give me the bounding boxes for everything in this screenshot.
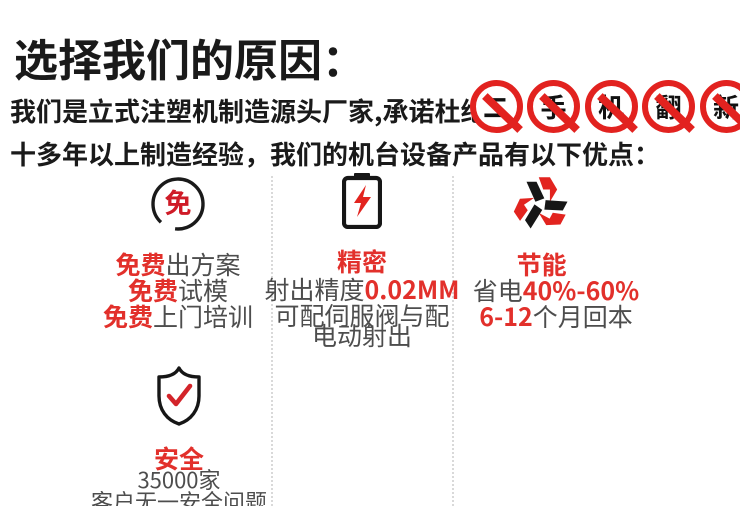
svg-text:免: 免 — [165, 182, 192, 221]
